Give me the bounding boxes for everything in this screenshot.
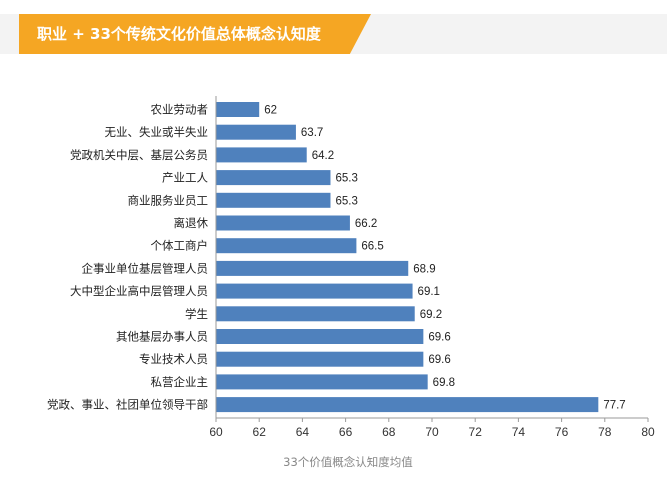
bar — [216, 374, 428, 390]
page-title: 职业 + 33个传统文化价值总体概念认知度 — [37, 25, 321, 43]
value-label: 66.5 — [361, 241, 383, 253]
bar — [216, 260, 409, 276]
value-label: 63.7 — [301, 127, 323, 139]
category-label: 无业、失业或半失业 — [105, 125, 209, 139]
bar — [216, 329, 424, 344]
category-label: 产业工人 — [162, 171, 208, 185]
value-label: 69.6 — [428, 354, 450, 366]
bar — [216, 147, 307, 163]
value-label: 77.7 — [603, 400, 625, 412]
bar — [216, 283, 413, 299]
category-label: 私营企业主 — [151, 375, 209, 389]
value-label: 65.3 — [335, 195, 357, 207]
x-tick-label: 62 — [253, 425, 267, 439]
category-label: 其他基层办事人员 — [116, 330, 208, 344]
value-label: 69.6 — [428, 332, 450, 344]
category-label: 党政机关中层、基层公务员 — [70, 148, 208, 162]
x-tick-label: 70 — [425, 425, 439, 439]
value-label: 69.2 — [420, 309, 442, 321]
bar — [216, 102, 260, 117]
category-label: 企事业单位基层管理人员 — [82, 261, 209, 275]
category-label: 大中型企业高中层管理人员 — [70, 284, 208, 298]
value-label: 66.2 — [355, 218, 377, 230]
bar — [216, 215, 350, 231]
bar — [216, 351, 424, 367]
category-label: 党政、事业、社团单位领导干部 — [47, 398, 208, 412]
bar — [216, 238, 357, 254]
value-label: 62 — [264, 105, 277, 117]
category-label: 专业技术人员 — [139, 352, 208, 366]
bars-group: 农业劳动者 62 无业、失业或半失业 63.7 党政机关中层、基层公务员 64.2 产业工人… — [47, 102, 626, 413]
value-label: 69.1 — [418, 286, 440, 298]
x-tick-label: 60 — [209, 425, 223, 439]
x-tick-label: 68 — [382, 425, 396, 439]
x-tick-label: 64 — [296, 425, 310, 439]
bar — [216, 124, 296, 140]
x-tick-label: 80 — [641, 425, 655, 439]
value-label: 68.9 — [413, 263, 435, 275]
x-tick-label: 74 — [512, 425, 526, 439]
axes-group: 60 62 64 66 68 70 72 74 76 78 80 — [209, 96, 655, 439]
bar — [216, 170, 331, 186]
value-label: 69.8 — [433, 377, 455, 389]
x-tick-label: 76 — [555, 425, 569, 439]
bar — [216, 306, 415, 322]
category-label: 农业劳动者 — [151, 103, 209, 117]
category-label: 学生 — [185, 307, 208, 321]
bar — [216, 192, 331, 208]
bar — [216, 397, 599, 413]
value-label: 64.2 — [312, 150, 334, 162]
x-tick-label: 72 — [469, 425, 483, 439]
value-label: 65.3 — [335, 173, 357, 185]
title-banner: 职业 + 33个传统文化价值总体概念认知度 — [19, 14, 371, 54]
x-tick-label: 66 — [339, 425, 353, 439]
category-label: 个体工商户 — [151, 239, 209, 253]
x-tick-label: 78 — [598, 425, 612, 439]
category-label: 离退休 — [174, 216, 209, 230]
x-axis-title: 33个价值概念认知度均值 — [283, 455, 413, 469]
category-label: 商业服务业员工 — [128, 193, 209, 207]
